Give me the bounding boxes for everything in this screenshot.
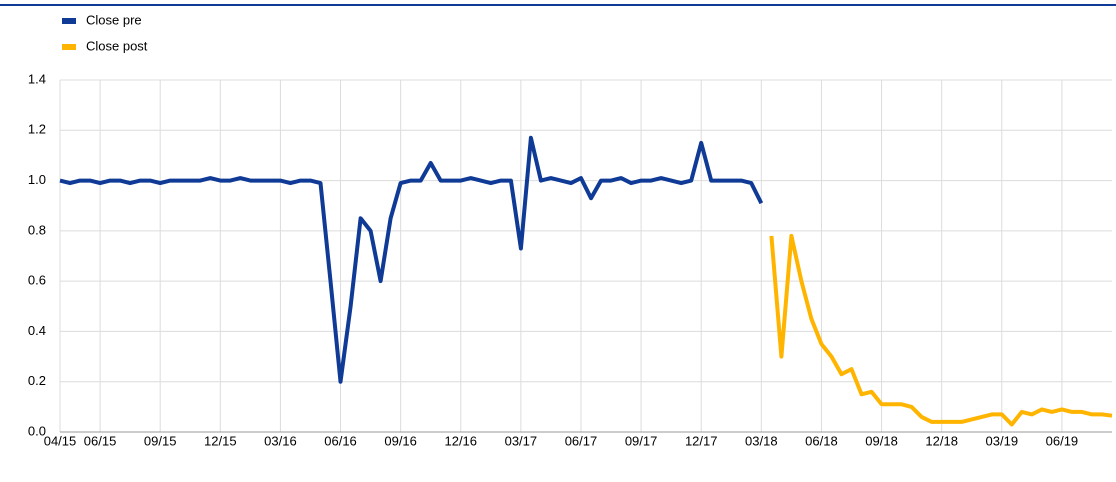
- x-tick-label: 06/15: [84, 433, 117, 448]
- y-tick-label: 0.4: [28, 323, 46, 338]
- x-tick-label: 06/18: [805, 433, 838, 448]
- x-tick-label: 09/15: [144, 433, 177, 448]
- y-tick-label: 0.8: [28, 222, 46, 237]
- y-tick-label: 0.6: [28, 273, 46, 288]
- x-tick-label: 06/17: [565, 433, 598, 448]
- x-tick-label: 12/15: [204, 433, 237, 448]
- x-tick-label: 03/17: [505, 433, 538, 448]
- x-tick-label: 12/18: [925, 433, 958, 448]
- x-tick-label: 03/19: [986, 433, 1019, 448]
- legend-label: Close post: [86, 38, 148, 53]
- x-tick-label: 12/16: [444, 433, 477, 448]
- legend-swatch: [62, 44, 76, 50]
- y-tick-label: 0.0: [28, 423, 46, 438]
- series-line: [769, 233, 1113, 427]
- legend-label: Close pre: [86, 12, 142, 27]
- x-tick-label: 09/18: [865, 433, 898, 448]
- x-tick-label: 12/17: [685, 433, 718, 448]
- x-tick-label: 09/17: [625, 433, 658, 448]
- x-tick-label: 03/18: [745, 433, 778, 448]
- x-tick-label: 03/16: [264, 433, 297, 448]
- x-tick-label: 06/16: [324, 433, 357, 448]
- y-tick-label: 0.2: [28, 373, 46, 388]
- y-tick-label: 1.2: [28, 122, 46, 137]
- x-tick-label: 09/16: [384, 433, 417, 448]
- y-tick-label: 1.0: [28, 172, 46, 187]
- x-tick-label: 06/19: [1046, 433, 1079, 448]
- x-tick-label: 04/15: [44, 433, 77, 448]
- y-tick-label: 1.4: [28, 71, 46, 86]
- legend-swatch: [62, 18, 76, 24]
- series-line: [59, 135, 764, 384]
